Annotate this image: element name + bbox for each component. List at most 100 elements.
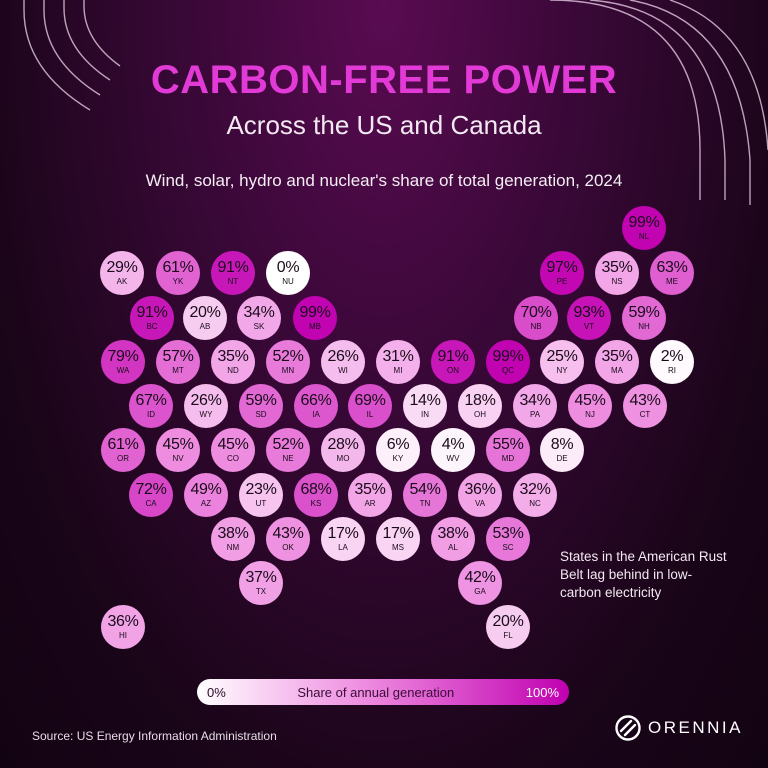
state-value-label: 43% <box>629 392 661 409</box>
state-tile-la: 17% LA <box>321 517 365 561</box>
state-code-label: NM <box>226 543 240 552</box>
state-tile-yk: 61% YK <box>156 251 200 295</box>
state-tile-wa: 79% WA <box>101 340 145 384</box>
state-value-label: 54% <box>409 481 441 498</box>
state-tile-nu: 0% NU <box>266 251 310 295</box>
state-value-label: 67% <box>135 392 167 409</box>
state-value-label: 2% <box>660 348 684 365</box>
state-code-label: AB <box>199 322 211 331</box>
state-code-label: MI <box>393 366 403 375</box>
state-value-label: 18% <box>464 392 496 409</box>
state-tile-ar: 35% AR <box>348 473 392 517</box>
state-code-label: WA <box>116 366 130 375</box>
state-value-label: 63% <box>656 259 688 276</box>
state-tile-nt: 91% NT <box>211 251 255 295</box>
state-tile-ne: 52% NE <box>266 428 310 472</box>
state-code-label: NE <box>282 454 294 463</box>
state-code-label: OR <box>117 454 129 463</box>
state-tile-va: 36% VA <box>458 473 502 517</box>
state-tile-nv: 45% NV <box>156 428 200 472</box>
state-code-label: KS <box>310 499 322 508</box>
state-value-label: 6% <box>386 436 410 453</box>
state-code-label: NL <box>638 232 650 241</box>
state-tile-ny: 25% NY <box>540 340 584 384</box>
state-value-label: 35% <box>601 348 633 365</box>
state-tile-tx: 37% TX <box>239 561 283 605</box>
state-value-label: 59% <box>628 304 660 321</box>
state-tile-ut: 23% UT <box>239 473 283 517</box>
state-code-label: NH <box>638 322 650 331</box>
state-value-label: 70% <box>520 304 552 321</box>
state-tile-ca: 72% CA <box>129 473 173 517</box>
state-tile-mo: 28% MO <box>321 428 365 472</box>
state-tile-bc: 91% BC <box>130 296 174 340</box>
state-value-label: 45% <box>574 392 606 409</box>
state-code-label: CA <box>145 499 157 508</box>
state-tile-ms: 17% MS <box>376 517 420 561</box>
state-tile-mn: 52% MN <box>266 340 310 384</box>
state-value-label: 42% <box>464 569 496 586</box>
state-value-label: 38% <box>437 525 469 542</box>
state-tile-mt: 57% MT <box>156 340 200 384</box>
state-value-label: 97% <box>546 259 578 276</box>
state-value-label: 57% <box>162 348 194 365</box>
state-code-label: NV <box>172 454 184 463</box>
state-code-label: CT <box>639 410 651 419</box>
state-code-label: AR <box>364 499 376 508</box>
state-code-label: MT <box>172 366 184 375</box>
state-value-label: 8% <box>550 436 574 453</box>
state-tile-vt: 93% VT <box>567 296 611 340</box>
state-value-label: 14% <box>409 392 441 409</box>
state-code-label: FL <box>503 631 513 640</box>
state-tile-or: 61% OR <box>101 428 145 472</box>
state-code-label: MA <box>611 366 623 375</box>
state-code-label: QC <box>502 366 514 375</box>
state-code-label: WI <box>338 366 348 375</box>
state-tile-ak: 29% AK <box>100 251 144 295</box>
state-code-label: ID <box>147 410 155 419</box>
state-tile-me: 63% ME <box>650 251 694 295</box>
state-value-label: 35% <box>217 348 249 365</box>
state-code-label: MO <box>336 454 350 463</box>
state-code-label: MN <box>281 366 295 375</box>
state-value-label: 20% <box>189 304 221 321</box>
state-value-label: 91% <box>437 348 469 365</box>
state-value-label: 36% <box>464 481 496 498</box>
state-code-label: PA <box>529 410 541 419</box>
state-value-label: 20% <box>492 613 524 630</box>
state-code-label: BC <box>146 322 158 331</box>
legend-max-label: 100% <box>525 684 559 700</box>
state-value-label: 32% <box>519 481 551 498</box>
state-value-label: 91% <box>217 259 249 276</box>
state-tile-ns: 35% NS <box>595 251 639 295</box>
legend-min-label: 0% <box>207 684 226 700</box>
state-value-label: 99% <box>492 348 524 365</box>
state-value-label: 35% <box>354 481 386 498</box>
state-value-label: 61% <box>107 436 139 453</box>
state-code-label: AL <box>448 543 458 552</box>
state-code-label: OH <box>474 410 486 419</box>
state-tile-mi: 31% MI <box>376 340 420 384</box>
state-value-label: 35% <box>601 259 633 276</box>
state-code-label: IN <box>421 410 429 419</box>
state-code-label: NJ <box>585 410 595 419</box>
state-value-label: 38% <box>217 525 249 542</box>
state-code-label: UT <box>255 499 267 508</box>
state-code-label: YK <box>172 277 184 286</box>
state-value-label: 28% <box>327 436 359 453</box>
state-value-label: 43% <box>272 525 304 542</box>
state-tile-pa: 34% PA <box>513 384 557 428</box>
state-tile-tn: 54% TN <box>403 473 447 517</box>
state-value-label: 69% <box>354 392 386 409</box>
annotation-note: States in the American Rust Belt lag beh… <box>560 549 727 601</box>
state-code-label: ON <box>447 366 459 375</box>
state-value-label: 49% <box>190 481 222 498</box>
state-code-label: IA <box>312 410 320 419</box>
state-tile-co: 45% CO <box>211 428 255 472</box>
state-tile-ma: 35% MA <box>595 340 639 384</box>
state-code-label: TX <box>255 587 267 596</box>
state-value-label: 68% <box>300 481 332 498</box>
state-code-label: NS <box>611 277 623 286</box>
state-value-label: 93% <box>573 304 605 321</box>
state-code-label: SC <box>502 543 514 552</box>
